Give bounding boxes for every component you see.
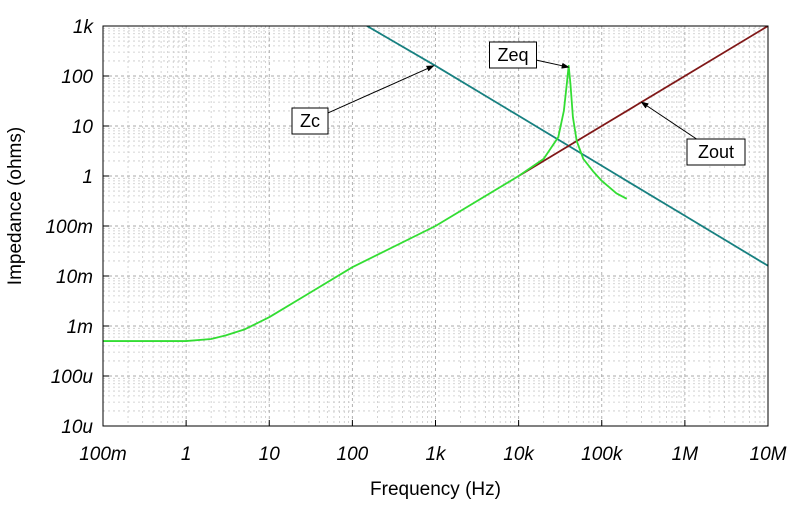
annotation-arrow: [327, 65, 435, 114]
y-axis-title: Impedance (ohms): [5, 127, 26, 285]
x-tick-label: 1k: [425, 444, 447, 465]
x-tick-label: 1: [181, 444, 192, 465]
series-line-zeq: [103, 64, 628, 342]
y-tick-label: 1: [82, 167, 93, 188]
annotation-label: Zc: [300, 111, 320, 131]
x-axis-title: Frequency (Hz): [370, 479, 501, 500]
x-tick-label: 100m: [79, 444, 127, 465]
x-tick-label: 100: [337, 444, 369, 465]
annotation-label: Zout: [698, 142, 734, 162]
series-layer: [103, 26, 768, 342]
annotation-zc: Zc: [291, 65, 435, 135]
y-tick-label: 100: [61, 67, 93, 88]
x-tick-label: 10: [259, 444, 281, 465]
x-tick-label: 10k: [503, 444, 535, 465]
annotations: Zc Zeq Zout: [291, 41, 746, 166]
series-line-zout: [518, 26, 768, 177]
annotation-box: [489, 41, 537, 69]
y-tick-label: 1k: [73, 17, 95, 38]
x-tick-label: 1M: [672, 444, 699, 465]
y-tick-label: 100u: [51, 367, 94, 388]
annotation-box: [291, 107, 329, 135]
annotation-arrow: [640, 101, 697, 140]
x-tick-label: 100k: [581, 444, 624, 465]
axis-ticks: 100m 1 10 100 1k 10k 100k 1M 10M 10u 100u 1m 10m 100m…: [45, 17, 786, 465]
x-tick-label: 10M: [750, 444, 787, 465]
y-tick-label: 100m: [45, 217, 93, 238]
y-tick-label: 10: [72, 117, 94, 138]
annotation-arrow: [536, 59, 570, 69]
annotation-box: [686, 138, 746, 166]
annotation-label: Zeq: [497, 45, 528, 65]
y-tick-label: 10u: [61, 417, 93, 438]
annotation-zout: Zout: [640, 101, 746, 166]
y-tick-label: 10m: [56, 267, 93, 288]
y-tick-label: 1m: [67, 317, 93, 338]
annotation-zeq: Zeq: [489, 41, 570, 69]
